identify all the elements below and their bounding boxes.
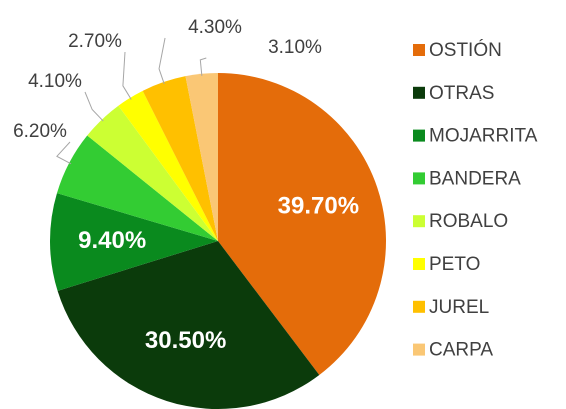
data-label: 2.70% — [68, 31, 122, 52]
legend-label: OTRAS — [429, 83, 494, 104]
pie-slice — [185, 73, 218, 241]
legend-swatch — [413, 129, 425, 142]
legend-swatch — [413, 343, 425, 356]
legend-label: BANDERA — [429, 168, 521, 189]
legend-swatch — [413, 300, 425, 313]
data-label: 4.10% — [28, 71, 82, 92]
data-label: 30.50% — [145, 327, 226, 354]
legend-swatch — [413, 86, 425, 99]
pie-slice — [57, 241, 320, 409]
legend-swatch — [413, 172, 425, 185]
pie-slice — [87, 105, 219, 241]
pie-slice — [142, 76, 218, 242]
leader-line — [199, 57, 207, 76]
legend-label: CARPA — [429, 340, 493, 361]
data-label: 39.70% — [278, 193, 359, 220]
leader-line — [158, 37, 166, 85]
pie-slice — [50, 193, 219, 291]
legend-label: MOJARRITA — [429, 126, 538, 147]
leader-line — [56, 141, 72, 165]
legend-label: JUREL — [429, 297, 489, 318]
data-label: 6.20% — [13, 121, 67, 142]
data-label: 4.30% — [188, 17, 242, 38]
legend-swatch — [413, 215, 425, 228]
legend-label: PETO — [429, 254, 480, 275]
data-label: 3.10% — [268, 37, 322, 58]
pie-slice — [56, 135, 218, 241]
legend-swatch — [413, 258, 425, 270]
leader-line — [84, 91, 104, 122]
data-label: 9.40% — [78, 227, 146, 254]
legend-label: OSTIÓN — [429, 39, 502, 61]
legend-swatch — [413, 44, 425, 56]
pie-slice — [118, 90, 218, 241]
leader-line — [122, 51, 132, 100]
legend-label: ROBALO — [429, 211, 508, 232]
pie-slice — [218, 73, 387, 376]
